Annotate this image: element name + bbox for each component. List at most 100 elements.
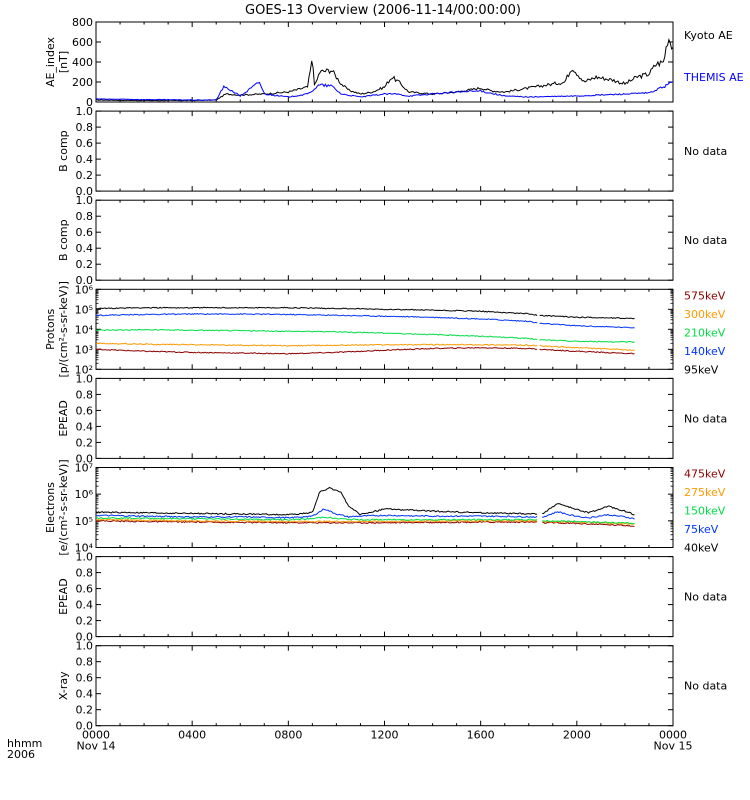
panel-7: 0.0 0.2 0.4 0.6 0.8 1.0 EPEAD No data — [57, 551, 727, 644]
series-line — [95, 516, 538, 521]
panel-2: 0.0 0.2 0.4 0.6 0.8 1.0 B comp No data — [57, 105, 727, 198]
y-tick-label: 1.0 — [76, 551, 94, 564]
legend-entry: 75keV — [684, 523, 719, 536]
panel-frame — [95, 21, 674, 103]
figure-title: GOES-13 Overview (2006-11-14/00:00:00) — [245, 3, 521, 18]
legend-entry: 210keV — [684, 326, 726, 339]
series-line — [95, 486, 538, 516]
y-tick-label: 0.4 — [76, 153, 94, 166]
y-tick-label: 0.4 — [76, 688, 94, 701]
series-line — [96, 37, 674, 102]
legend-entry: 40keV — [684, 542, 719, 555]
series-475kev — [95, 519, 635, 527]
time-row1-label: hhmm — [7, 737, 42, 750]
y-tick-label: 0 — [86, 96, 93, 109]
panel-stack: 0 200 400 600 800 AE_index [nT] Kyoto AE THEMIS … — [44, 16, 744, 733]
y-tick-label: 0.8 — [76, 656, 94, 669]
y-tick-label: 0.4 — [76, 599, 94, 612]
legend-entry: THEMIS AE — [683, 71, 744, 84]
y-tick-label: 0.6 — [76, 137, 94, 150]
series-150kev — [95, 516, 635, 525]
panel-frame — [95, 645, 674, 727]
no-data-label: No data — [684, 591, 727, 604]
y-tick-label: 0.2 — [76, 704, 94, 717]
y-tick-label: 0.0 — [76, 185, 94, 198]
y-tick-label: 0.8 — [76, 567, 94, 580]
series-line — [95, 306, 538, 316]
no-data-label: No data — [684, 680, 727, 693]
y-tick-label: 1.0 — [76, 105, 94, 118]
date-label: Nov 15 — [654, 740, 693, 753]
series-line — [95, 81, 674, 101]
series-210kev — [95, 328, 635, 344]
time-tick-label: 0800 — [274, 729, 302, 742]
y-axis-label: Protons — [44, 308, 57, 349]
y-tick-label: 10⁵ — [75, 515, 93, 528]
series-line — [542, 511, 635, 520]
panel-frame — [95, 377, 674, 459]
legend-entry: 575keV — [684, 289, 726, 302]
y-axis-label: X-ray — [57, 671, 70, 700]
y-tick-label: 10³ — [75, 343, 93, 356]
y-axis-label: [nT] — [57, 51, 70, 73]
time-row2-label: 2006 — [7, 748, 35, 761]
legend-entry: 95keV — [684, 363, 719, 376]
series-75kev — [95, 508, 635, 520]
y-tick-label: 0.2 — [76, 258, 94, 271]
y-tick-label: 600 — [72, 36, 93, 49]
y-axis-label: EPEAD — [57, 400, 70, 437]
panel-frame — [95, 556, 674, 638]
panel-1: 0 200 400 600 800 AE_index [nT] Kyoto AE THEMIS … — [44, 16, 744, 109]
y-tick-label: 10⁵ — [75, 303, 93, 316]
y-tick-label: 0.6 — [76, 583, 94, 596]
y-tick-label: 1.0 — [76, 640, 94, 653]
y-tick-label: 0.6 — [76, 672, 94, 685]
legend-entry: 275keV — [684, 486, 726, 499]
series-line — [542, 503, 635, 516]
y-tick-label: 10⁷ — [75, 462, 93, 475]
series-line — [542, 521, 635, 527]
y-axis-label: AE_index — [44, 36, 57, 87]
panel-5: 0.0 0.2 0.4 0.6 0.8 1.0 EPEAD No data — [57, 372, 727, 465]
y-tick-label: 10⁴ — [75, 323, 94, 336]
panel-6: 10⁴ 10⁵ 10⁶ 10⁷ Electrons [e/(cm²-s-sr-keV)] 4… — [44, 459, 726, 555]
legend-entry: 140keV — [684, 345, 726, 358]
y-tick-label: 0.8 — [76, 121, 94, 134]
y-tick-label: 0.2 — [76, 169, 94, 182]
series-line — [539, 348, 635, 355]
series-line — [539, 314, 635, 320]
y-axis-label: B comp — [57, 130, 70, 172]
y-tick-label: 10⁶ — [75, 283, 94, 296]
series-kyoto-ae — [96, 37, 674, 102]
no-data-label: No data — [684, 234, 727, 247]
no-data-label: No data — [684, 412, 727, 425]
y-tick-label: 0.2 — [76, 615, 94, 628]
y-tick-label: 0.2 — [76, 436, 94, 449]
y-tick-label: 0.6 — [76, 226, 94, 239]
series-line — [95, 508, 538, 519]
y-tick-label: 0.4 — [76, 420, 94, 433]
time-tick-label: 2000 — [563, 729, 591, 742]
panel-frame — [95, 199, 674, 281]
series-line — [539, 344, 635, 351]
y-tick-label: 1.0 — [76, 194, 94, 207]
series-line — [539, 322, 635, 329]
series-line — [95, 346, 538, 355]
time-tick-label: 0400 — [178, 729, 206, 742]
panel-frame — [95, 110, 674, 192]
y-axis-label: [p/(cm²-s-sr-keV)] — [57, 281, 70, 378]
legend-entry: 150keV — [684, 505, 726, 518]
y-axis-label: B comp — [57, 219, 70, 261]
panel-frame — [95, 467, 674, 548]
series-line — [95, 342, 538, 347]
no-data-label: No data — [684, 145, 727, 158]
time-tick-label: 1600 — [467, 729, 495, 742]
series-95kev — [95, 306, 635, 320]
series-300kev — [95, 342, 635, 351]
y-tick-label: 0.0 — [76, 452, 94, 465]
legend-entry: 300keV — [684, 308, 726, 321]
y-axis-label: [e/(cm²-s-sr-keV)] — [57, 459, 70, 555]
series-40kev — [95, 486, 635, 516]
series-140kev — [95, 313, 635, 329]
series-line — [542, 519, 635, 525]
